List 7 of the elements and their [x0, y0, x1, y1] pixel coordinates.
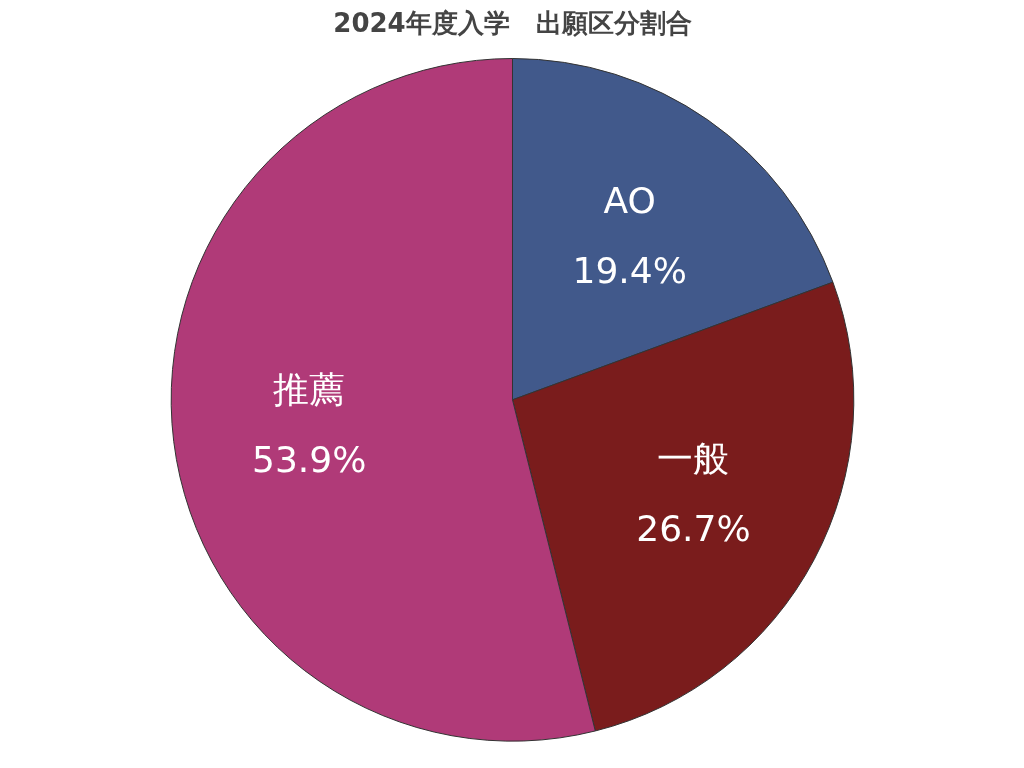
- slice-label: 推薦: [273, 368, 346, 410]
- data-label: 53.9%: [252, 438, 367, 480]
- chart-title: 2024年度入学 出願区分割合: [333, 7, 692, 38]
- slice-label: 一般: [657, 438, 730, 480]
- data-label: 26.7%: [636, 508, 751, 550]
- slice-label: AO: [603, 179, 656, 221]
- data-label: 19.4%: [572, 250, 687, 292]
